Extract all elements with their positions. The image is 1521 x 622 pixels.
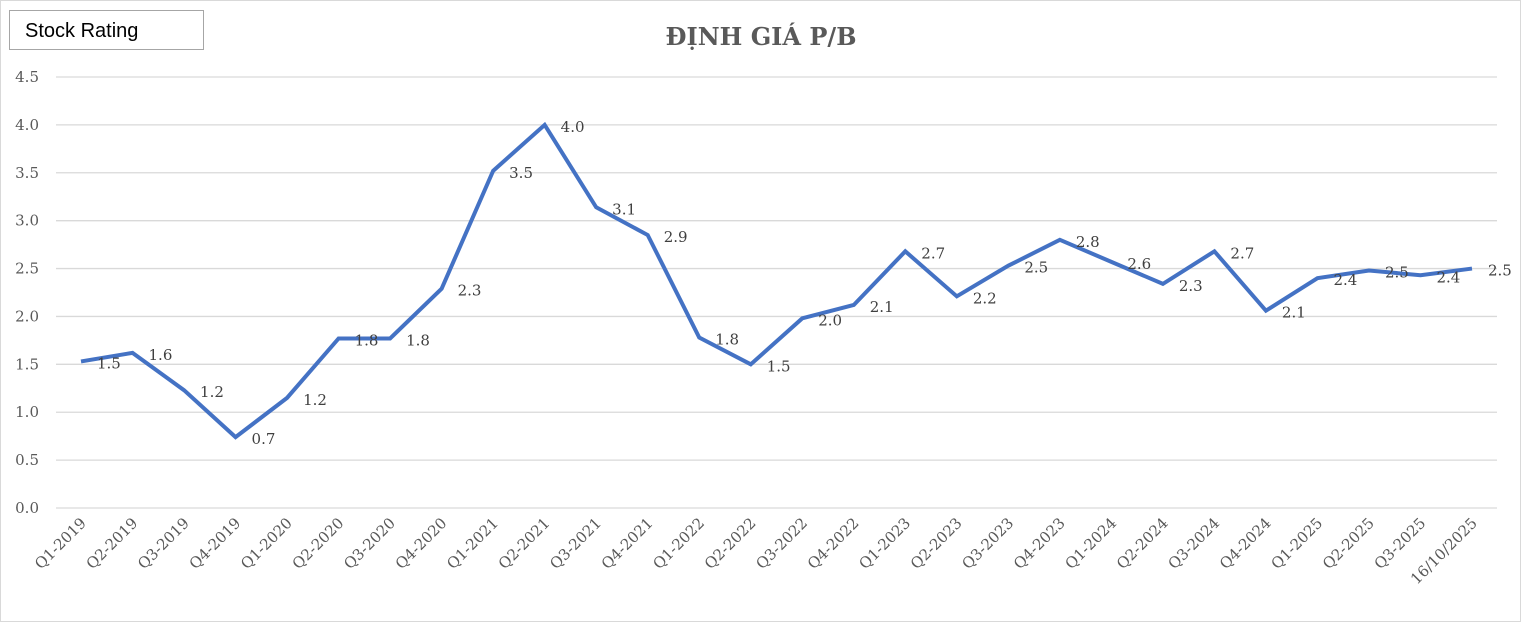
data-label: 2.9	[664, 228, 688, 246]
y-tick-label: 3.0	[15, 212, 39, 230]
x-tick-label: Q3-2020	[340, 514, 399, 573]
x-tick-label: Q3-2024	[1164, 514, 1223, 573]
x-tick-label: Q2-2023	[907, 514, 966, 573]
x-tick-label: Q3-2019	[134, 514, 193, 573]
x-tick-label: Q2-2025	[1319, 514, 1378, 573]
x-tick-label: Q1-2023	[855, 514, 914, 573]
data-label: 2.7	[921, 244, 945, 262]
x-tick-label: Q1-2025	[1268, 514, 1327, 573]
x-tick-label: Q4-2023	[1010, 514, 1069, 573]
data-label: 2.5	[1488, 262, 1512, 280]
data-label: 1.2	[200, 383, 224, 401]
y-tick-label: 4.0	[15, 116, 39, 134]
x-tick-label: Q1-2024	[1061, 514, 1120, 573]
x-tick-label: Q2-2024	[1113, 514, 1172, 573]
x-tick-label: Q2-2019	[83, 514, 142, 573]
y-tick-label: 2.5	[15, 260, 39, 278]
data-label: 2.1	[1282, 304, 1306, 322]
data-label: 2.4	[1333, 271, 1357, 289]
x-tick-label: Q2-2022	[701, 514, 760, 573]
data-label: 1.6	[149, 346, 173, 364]
data-label: 4.0	[561, 118, 585, 136]
data-label: 2.3	[458, 282, 482, 300]
x-tick-label: Q1-2022	[649, 514, 708, 573]
x-tick-label: Q3-2022	[752, 514, 811, 573]
data-label: 2.5	[1024, 259, 1048, 277]
y-tick-label: 3.5	[15, 164, 39, 182]
data-label: 1.2	[303, 391, 327, 409]
data-label: 3.1	[612, 200, 636, 218]
data-label: 1.5	[767, 357, 791, 375]
x-tick-label: Q4-2020	[392, 514, 451, 573]
data-label: 2.2	[973, 289, 997, 307]
data-label: 3.5	[509, 164, 533, 182]
x-tick-label: Q4-2022	[804, 514, 863, 573]
y-tick-label: 1.5	[15, 355, 39, 373]
data-label: 2.7	[1230, 244, 1254, 262]
pb-series-line	[80, 121, 1473, 440]
data-label: 1.8	[715, 331, 739, 349]
x-tick-label: Q2-2021	[495, 514, 554, 573]
data-label: 1.5	[97, 354, 121, 372]
y-tick-label: 0.0	[15, 499, 39, 517]
data-label: 0.7	[252, 430, 276, 448]
data-label: 1.8	[406, 331, 430, 349]
data-label: 2.3	[1179, 277, 1203, 295]
data-label: 2.4	[1436, 268, 1460, 286]
data-label: 2.5	[1385, 263, 1409, 281]
x-tick-label: Q4-2019	[186, 514, 245, 573]
stock-rating-badge: Stock Rating	[9, 10, 204, 50]
y-tick-label: 4.5	[15, 68, 39, 86]
chart-title: ĐỊNH GIÁ P/B	[666, 22, 857, 51]
y-tick-label: 2.0	[15, 307, 39, 325]
data-label: 2.1	[870, 298, 894, 316]
y-tick-label: 1.0	[15, 403, 39, 421]
x-tick-label: Q3-2021	[546, 514, 605, 573]
x-tick-label: Q1-2019	[31, 514, 90, 573]
x-tick-label: Q2-2020	[289, 514, 348, 573]
data-label: 2.6	[1127, 255, 1151, 273]
x-tick-label: Q4-2021	[598, 514, 657, 573]
x-tick-label: Q1-2020	[237, 514, 296, 573]
data-label: 1.8	[355, 331, 379, 349]
data-label: 2.0	[818, 311, 842, 329]
x-tick-label: Q4-2024	[1216, 514, 1275, 573]
x-tick-label: Q1-2021	[443, 514, 502, 573]
x-tick-label: Q3-2023	[958, 514, 1017, 573]
data-label: 2.8	[1076, 233, 1100, 251]
y-tick-label: 0.5	[15, 451, 39, 469]
